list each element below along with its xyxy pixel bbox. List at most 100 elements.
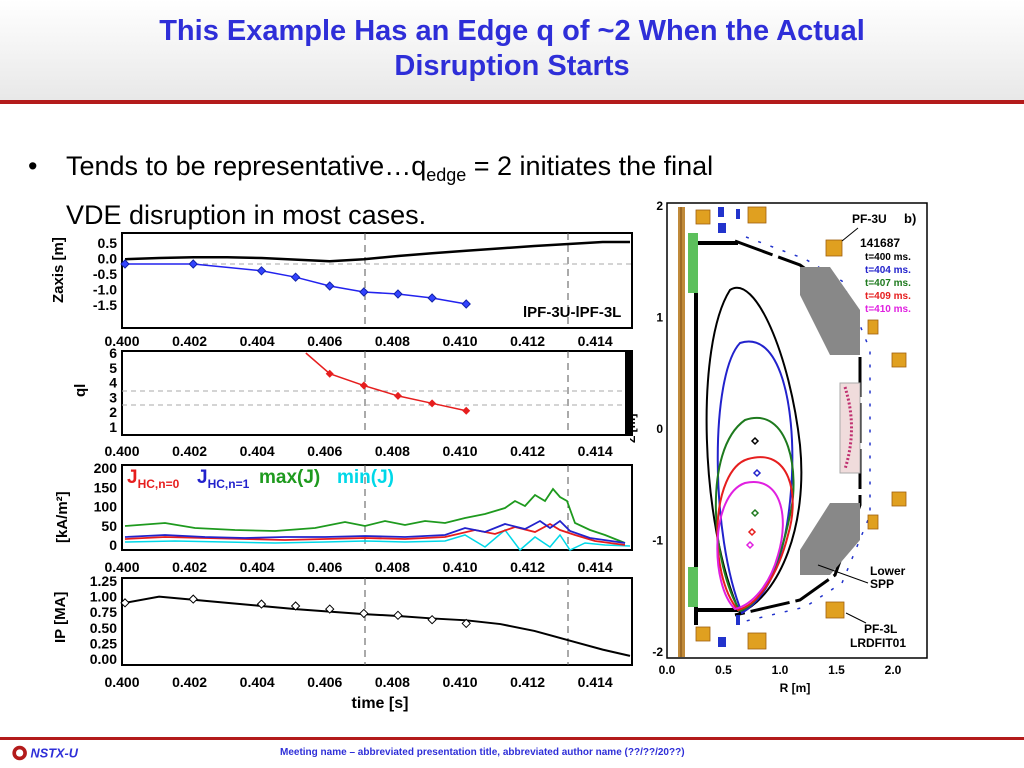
time-404: t=404 ms. [865,265,911,276]
r-tick-label: 1.0 [772,663,789,677]
flux-surface-410ms [716,480,784,611]
zaxis-marker [120,259,130,269]
panel1-annotation: lPF-3U-lPF-3L [523,304,621,321]
x-tick-label: 0.406 [307,559,342,575]
z-tick-label: 0 [656,422,663,436]
upper-passive-plate [800,267,860,355]
lower-green-tiles [688,567,698,607]
x-tick-label: 0.410 [442,333,477,349]
x-tick-label: 0.410 [442,559,477,575]
x-tick-label: 0.412 [510,674,545,690]
ip-marker [188,594,198,604]
panel1-ylabel: Zaxis [m] [50,237,67,303]
x-tick-label: 0.406 [307,443,342,459]
panel-b-label: b) [904,211,916,226]
panel3-ylabel: [kA/m²] [54,491,71,543]
nstx-logo-icon: NSTX-U [12,746,79,761]
time-traces-figure: Zaxis [m] 0.50.0-0.5-1.0-1.5 lPF-3U-lPF-… [50,232,633,712]
z-tick-label: 1 [656,311,663,325]
axis-marker-410 [745,540,755,550]
pf3u-label: PF-3U [852,212,887,226]
x-tick-label: 0.412 [510,443,545,459]
x-tick-label: 0.414 [578,674,613,690]
y-tick-label: -1.0 [93,282,117,298]
r-tick-label: 0.0 [659,663,676,677]
x-tick-label: 0.400 [104,443,139,459]
y-tick-label: 0.25 [90,635,117,651]
jhc-n1-trace [124,519,626,544]
x-tick-label: 0.412 [510,333,545,349]
zaxis-marker [188,259,198,269]
footer-meeting-text: Meeting name – abbreviated presentation … [280,747,685,758]
x-tick-label: 0.404 [240,443,275,459]
axis-marker-407 [750,508,760,518]
z-tick-label: -1 [652,534,663,548]
equilibrium-figure: 2 1 0 -1 -2 0.0 0.5 1.0 1.5 2.0 Z [m] R [m] [630,199,928,695]
pf-coils [695,206,907,650]
ip-marker [461,618,471,629]
q-marker [393,391,402,400]
ip-marker [256,599,267,609]
x-tick-label: 0.404 [240,559,275,575]
x-tick-label: 0.408 [375,443,410,459]
maxj-trace [124,487,626,544]
bullet-part-1: Tends to be representative…q [66,151,427,181]
bullet-text: Tends to be representative…qedge = 2 ini… [66,146,926,235]
zaxis-marker [359,287,369,297]
jhc-n0-trace [124,522,626,546]
bullet-subscript: edge [426,165,467,185]
ip-marker [427,614,437,625]
x-tick-label: 0.410 [442,674,477,690]
x-tick-label: 0.404 [240,333,275,349]
panel-ip: IP [MA] 1.251.000.750.500.250.00 [52,573,633,667]
x-tick-label: 0.406 [307,333,342,349]
y-tick-label: 1.00 [90,589,117,605]
time-400: t=400 ms. [865,252,911,263]
x-tick-label: 0.410 [442,443,477,459]
panel-zaxis: Zaxis [m] 0.50.0-0.5-1.0-1.5 lPF-3U-lPF-… [50,232,633,329]
q-marker [359,381,368,390]
title-line-1: This Example Has an Edge q of ~2 When th… [159,15,865,47]
y-tick-label: 0.0 [98,251,118,267]
q-marker [462,406,471,415]
x-tick-label: 0.414 [578,559,613,575]
x-tick-label: 0.414 [578,333,613,349]
minj-trace [124,528,631,552]
title-divider [0,100,1024,104]
x-tick-label: 0.408 [375,333,410,349]
y-tick-label: 6 [109,345,117,361]
q-marker [325,369,334,378]
x-tick-label: 0.414 [578,443,613,459]
y-tick-label: 0.5 [98,235,118,251]
bullet-marker: • [28,151,38,181]
ip-marker [359,608,369,619]
zaxis-trace-line [124,240,630,263]
y-tick-label: 1 [109,419,117,435]
pf3l-label: PF-3L [864,622,897,636]
y-tick-label: 0 [109,537,117,553]
lower-passive-plate [800,503,860,575]
panel4-ylabel: IP [MA] [52,592,69,643]
footer-divider [0,737,1024,740]
z-tick-label: 2 [656,199,663,213]
y-tick-label: 0.75 [90,604,117,620]
x-tick-label: 0.400 [104,559,139,575]
title-line-2: Disruption Starts [394,50,630,82]
divertor-coils [718,207,740,647]
ip-marker [325,604,335,614]
x-tick-label: 0.402 [172,674,207,690]
z-axis-label: Z [m] [630,414,638,443]
y-tick-label: 100 [94,499,118,515]
x-tick-label: 0.412 [510,559,545,575]
zaxis-marker [393,289,403,299]
ip-marker [120,598,130,608]
axis-marker-404 [752,468,762,478]
x-tick-label: 0.400 [104,674,139,690]
time-409: t=409 ms. [865,291,911,302]
y-tick-label: -1.5 [93,297,117,313]
panel2-ylabel: ql [72,384,89,397]
zaxis-marker [256,266,267,276]
r-tick-label: 2.0 [885,663,902,677]
x-tick-label: 0.400 [104,333,139,349]
